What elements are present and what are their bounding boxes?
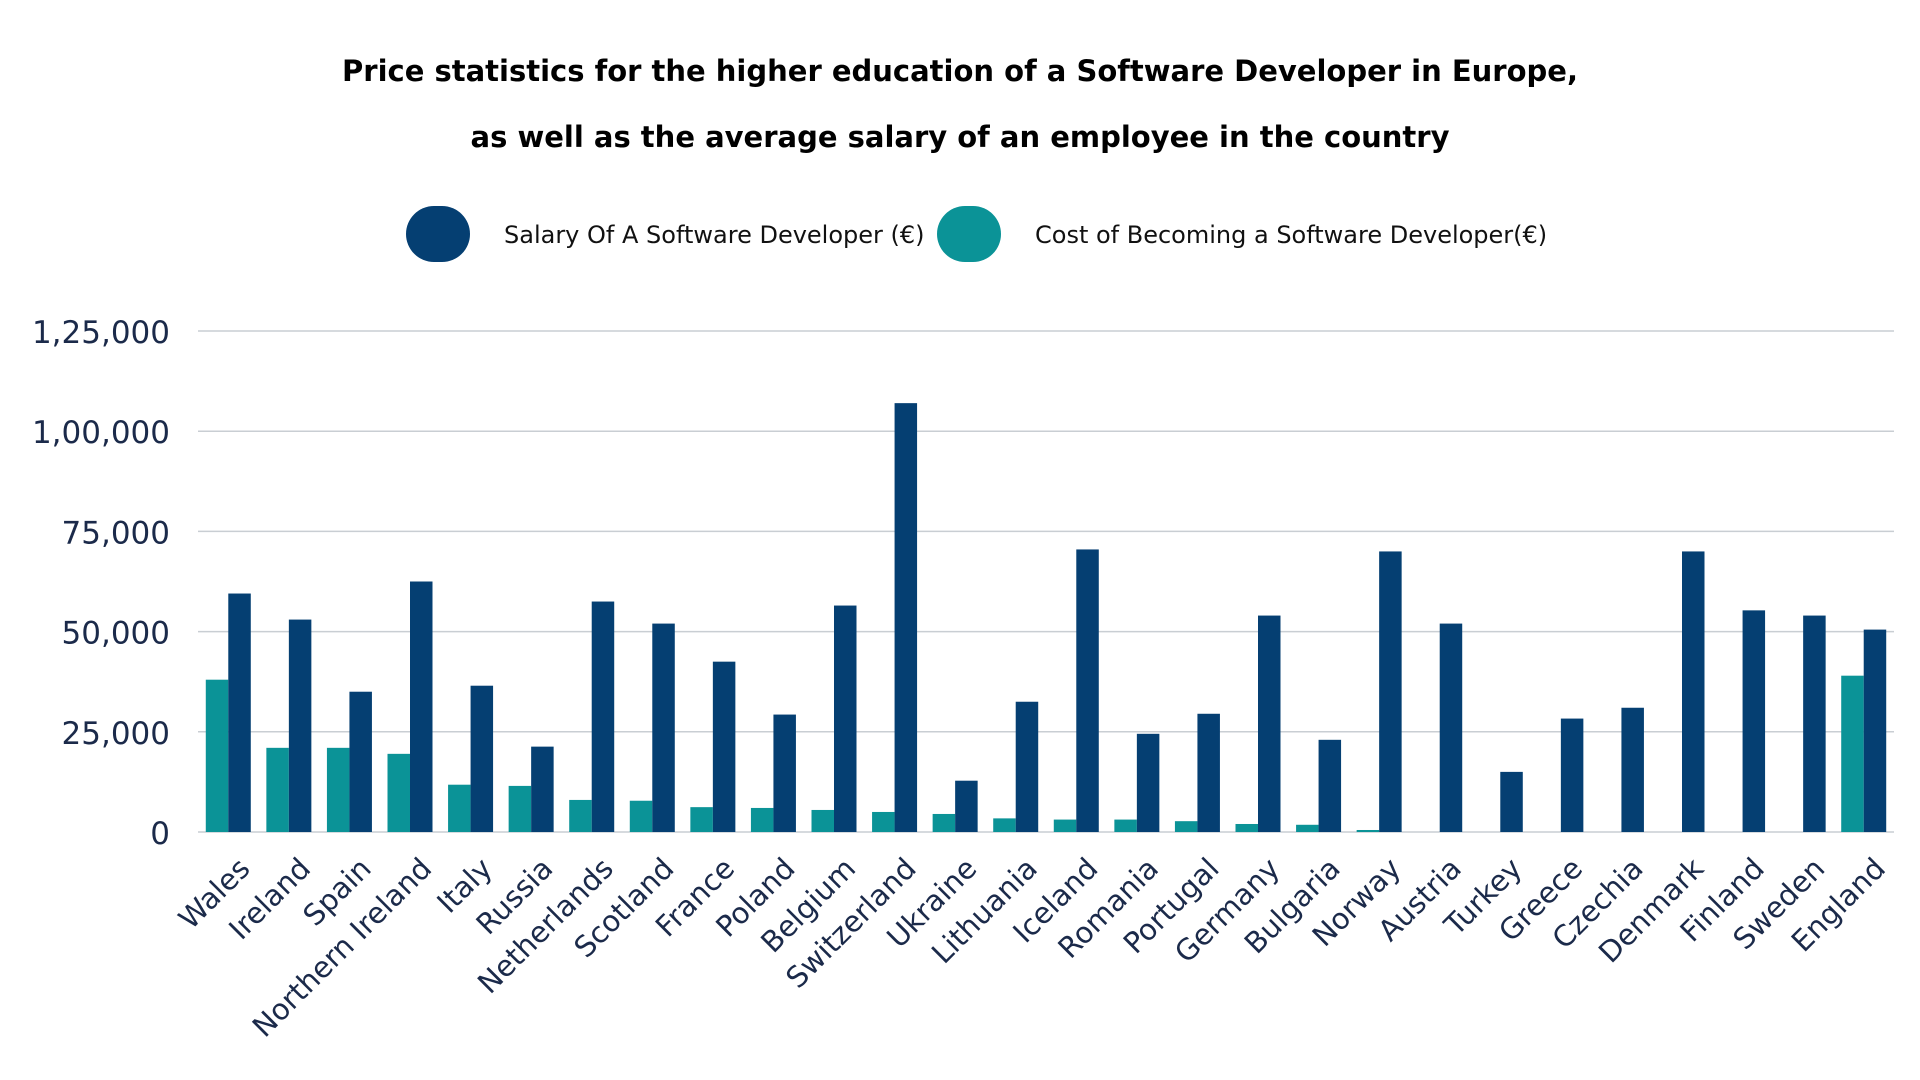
bar-salary xyxy=(1197,713,1220,832)
bar-salary xyxy=(1439,623,1463,832)
legend-swatch-salary xyxy=(406,206,470,262)
y-tick-label: 75,000 xyxy=(62,515,170,551)
bar-cost xyxy=(1174,821,1198,832)
bar-cost xyxy=(750,807,774,832)
legend-label-salary: Salary Of A Software Developer (€) xyxy=(504,221,925,249)
bar-salary xyxy=(712,661,736,832)
bar-cost xyxy=(266,747,289,832)
bar-salary xyxy=(1682,551,1705,832)
bars xyxy=(205,403,1887,832)
bar-salary xyxy=(1136,733,1160,832)
bar-cost xyxy=(508,785,532,832)
bar-salary xyxy=(773,714,796,832)
bar-cost xyxy=(1296,824,1319,832)
bar-cost xyxy=(326,747,350,832)
bar-cost xyxy=(569,799,592,832)
bar-salary xyxy=(955,780,978,832)
bar-cost xyxy=(205,679,229,832)
y-axis-ticks: 0 25,000 50,000 75,000 1,00,000 1,25,000 xyxy=(32,315,170,852)
legend-label-cost: Cost of Becoming a Software Developer(€) xyxy=(1035,221,1548,249)
bar-cost xyxy=(1053,819,1077,832)
y-tick-label: 25,000 xyxy=(62,716,170,752)
bar-salary xyxy=(1863,629,1887,832)
bar-salary xyxy=(410,581,433,832)
bar-cost xyxy=(448,784,471,832)
chart-title: Price statistics for the higher educatio… xyxy=(342,54,1578,88)
bar-salary xyxy=(1500,771,1523,832)
legend-swatch-cost xyxy=(937,206,1001,262)
bar-salary xyxy=(1076,549,1099,832)
y-tick-label: 1,25,000 xyxy=(32,315,170,351)
y-tick-label: 1,00,000 xyxy=(32,415,170,451)
bar-salary xyxy=(1258,615,1281,832)
bar-salary xyxy=(1560,718,1584,832)
bar-salary xyxy=(470,685,494,832)
bar-salary xyxy=(349,691,372,832)
bar-cost xyxy=(993,818,1016,832)
bar-salary xyxy=(531,746,554,832)
chart-subtitle: as well as the average salary of an empl… xyxy=(470,120,1450,154)
bar-cost xyxy=(872,811,895,832)
bar-cost xyxy=(1356,829,1380,832)
bar-salary xyxy=(1318,739,1342,832)
bar-cost xyxy=(690,807,713,832)
bar-cost xyxy=(811,809,834,832)
bar-salary xyxy=(591,601,615,832)
bar-cost xyxy=(1841,675,1864,832)
bar-salary xyxy=(1742,610,1766,832)
bar-salary xyxy=(288,619,312,832)
bar-salary xyxy=(834,605,857,832)
bar-salary xyxy=(1015,701,1039,832)
bar-cost xyxy=(1235,823,1258,832)
bar-cost xyxy=(629,800,653,832)
y-tick-label: 50,000 xyxy=(62,616,170,652)
chart-legend: Salary Of A Software Developer (€) Cost … xyxy=(0,206,1920,266)
bar-salary xyxy=(1621,707,1644,832)
bar-salary xyxy=(228,593,251,832)
bar-cost xyxy=(387,753,410,832)
bar-cost xyxy=(932,813,956,832)
bar-salary xyxy=(1803,615,1826,832)
y-tick-label: 0 xyxy=(150,816,170,852)
bar-salary xyxy=(652,623,675,832)
bar-salary xyxy=(894,403,918,832)
bar-cost xyxy=(1114,819,1137,832)
bar-salary xyxy=(1379,551,1402,832)
